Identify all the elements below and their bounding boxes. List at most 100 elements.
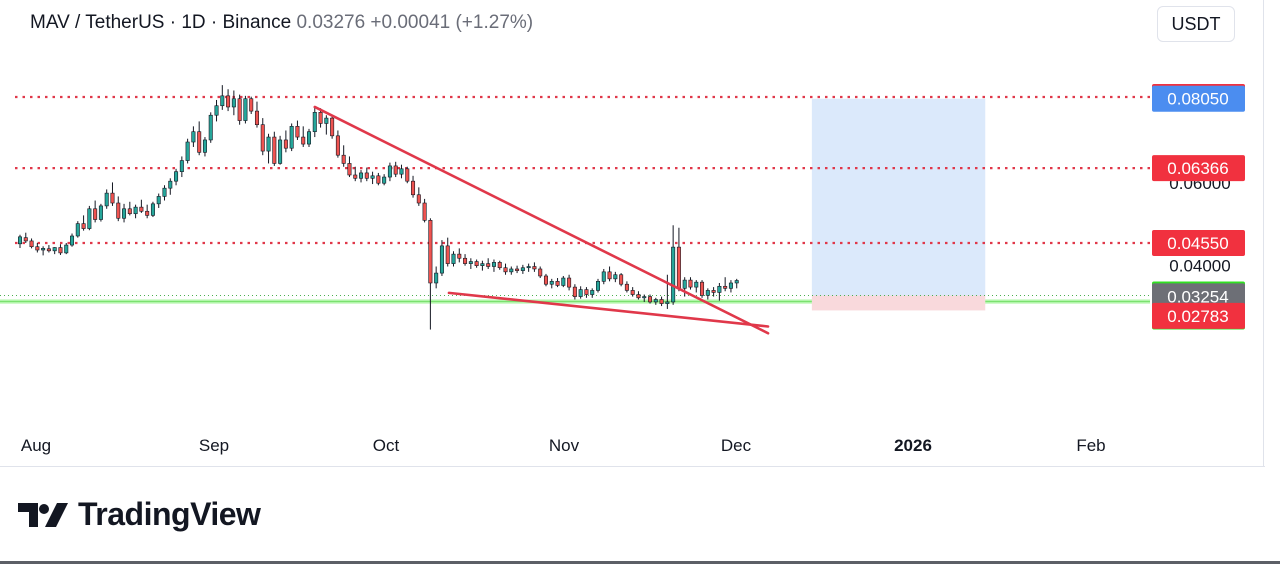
candle-up <box>451 251 456 267</box>
candle-up <box>590 288 595 298</box>
candle-up <box>306 128 311 147</box>
candle-body <box>347 163 352 176</box>
price-badge-red: 0.02783 <box>1152 302 1245 329</box>
candle-down <box>463 254 468 266</box>
candle-body <box>572 286 577 297</box>
tradingview-brand[interactable]: TradingView <box>18 496 261 533</box>
candle-body <box>595 281 600 291</box>
candle-body <box>584 289 589 295</box>
badge-bg <box>1152 302 1245 329</box>
candle-body <box>185 141 190 161</box>
chart-header: MAV / TetherUS · 1D · Binance 0.03276 +0… <box>30 12 533 34</box>
candle-body <box>480 263 485 266</box>
time-axis[interactable]: Aug Sep Oct Nov Dec 2026 Feb <box>21 436 1106 455</box>
candle-body <box>619 274 624 285</box>
badge-bg <box>1152 85 1245 112</box>
price-badge-blue: 0.08050 <box>1152 85 1245 112</box>
candle-body <box>399 168 404 175</box>
candle-up <box>671 225 676 305</box>
candle-up <box>382 174 387 186</box>
candle-down <box>272 131 277 166</box>
candle-up <box>434 266 439 289</box>
candle-up <box>243 95 248 124</box>
candle-up <box>179 156 184 178</box>
candle-body <box>266 136 271 152</box>
time-axis-divider <box>0 466 1265 467</box>
price-badges: 0.080920.063660.045500.080500.0327617:10… <box>1152 84 1245 330</box>
candle-down <box>630 287 635 297</box>
candle-up <box>202 137 207 157</box>
candle-body <box>717 285 722 293</box>
candle-down <box>572 284 577 300</box>
candle-body <box>590 290 595 295</box>
candle-body <box>23 237 28 242</box>
candle-up <box>214 99 219 122</box>
candle-down <box>295 120 300 140</box>
candle-down <box>353 166 358 182</box>
candle-up <box>122 203 127 223</box>
candle-body <box>578 289 583 297</box>
candle-down <box>486 258 491 269</box>
candle-body <box>301 136 306 145</box>
candle-up <box>278 135 283 165</box>
candle-body <box>254 110 259 125</box>
candle-down <box>411 175 416 198</box>
candle-up <box>370 171 375 185</box>
candle-down <box>254 101 259 128</box>
candle-body <box>98 205 103 220</box>
candle-down <box>347 156 352 178</box>
candle-down <box>636 291 641 300</box>
candle-up <box>174 168 179 186</box>
quote-info: 0.03276 +0.00041 (+1.27%) <box>296 12 534 33</box>
candle-down <box>457 248 462 263</box>
candle-body <box>520 267 525 271</box>
candle-body <box>370 175 375 179</box>
symbol-info[interactable]: MAV / TetherUS · 1D · Binance <box>30 12 292 33</box>
candle-up <box>387 162 392 182</box>
candle-down <box>145 204 150 219</box>
candle-down <box>700 280 705 298</box>
candle-down <box>81 215 86 231</box>
candle-body <box>642 296 647 299</box>
candle-up <box>520 264 525 274</box>
candle-down <box>46 245 51 253</box>
currency-button[interactable]: USDT <box>1157 6 1235 42</box>
candle-body <box>58 247 63 254</box>
candle-down <box>538 266 543 279</box>
candle-up <box>52 247 57 255</box>
candle-body <box>231 98 236 108</box>
candle-body <box>46 248 51 252</box>
candle-up <box>491 259 496 272</box>
levels-layer <box>0 95 1150 297</box>
candle-body <box>659 299 664 304</box>
candle-up <box>231 90 236 116</box>
candle-down <box>127 201 132 216</box>
candle-body <box>341 154 346 164</box>
candle-body <box>515 268 520 271</box>
candle-down <box>422 198 427 223</box>
candle-body <box>81 223 86 229</box>
candle-body <box>439 245 444 274</box>
candle-body <box>64 244 69 254</box>
candle-down <box>335 130 340 158</box>
candle-body <box>87 208 92 229</box>
candle-body <box>272 136 277 164</box>
candle-body <box>624 283 629 291</box>
candles-layer <box>17 85 739 330</box>
time-tick-label: Aug <box>21 436 51 455</box>
candle-body <box>613 274 618 280</box>
candle-down <box>543 273 548 287</box>
wedge-upper-line <box>313 105 770 335</box>
candle-body <box>532 266 537 270</box>
candle-up <box>665 274 670 309</box>
badge-bg <box>1152 155 1245 182</box>
candle-up <box>578 286 583 299</box>
candle-body <box>249 98 254 112</box>
candle-up <box>734 278 739 289</box>
candle-body <box>688 279 693 288</box>
candle-body <box>139 206 144 212</box>
candle-down <box>659 296 664 307</box>
candle-body <box>335 135 340 156</box>
